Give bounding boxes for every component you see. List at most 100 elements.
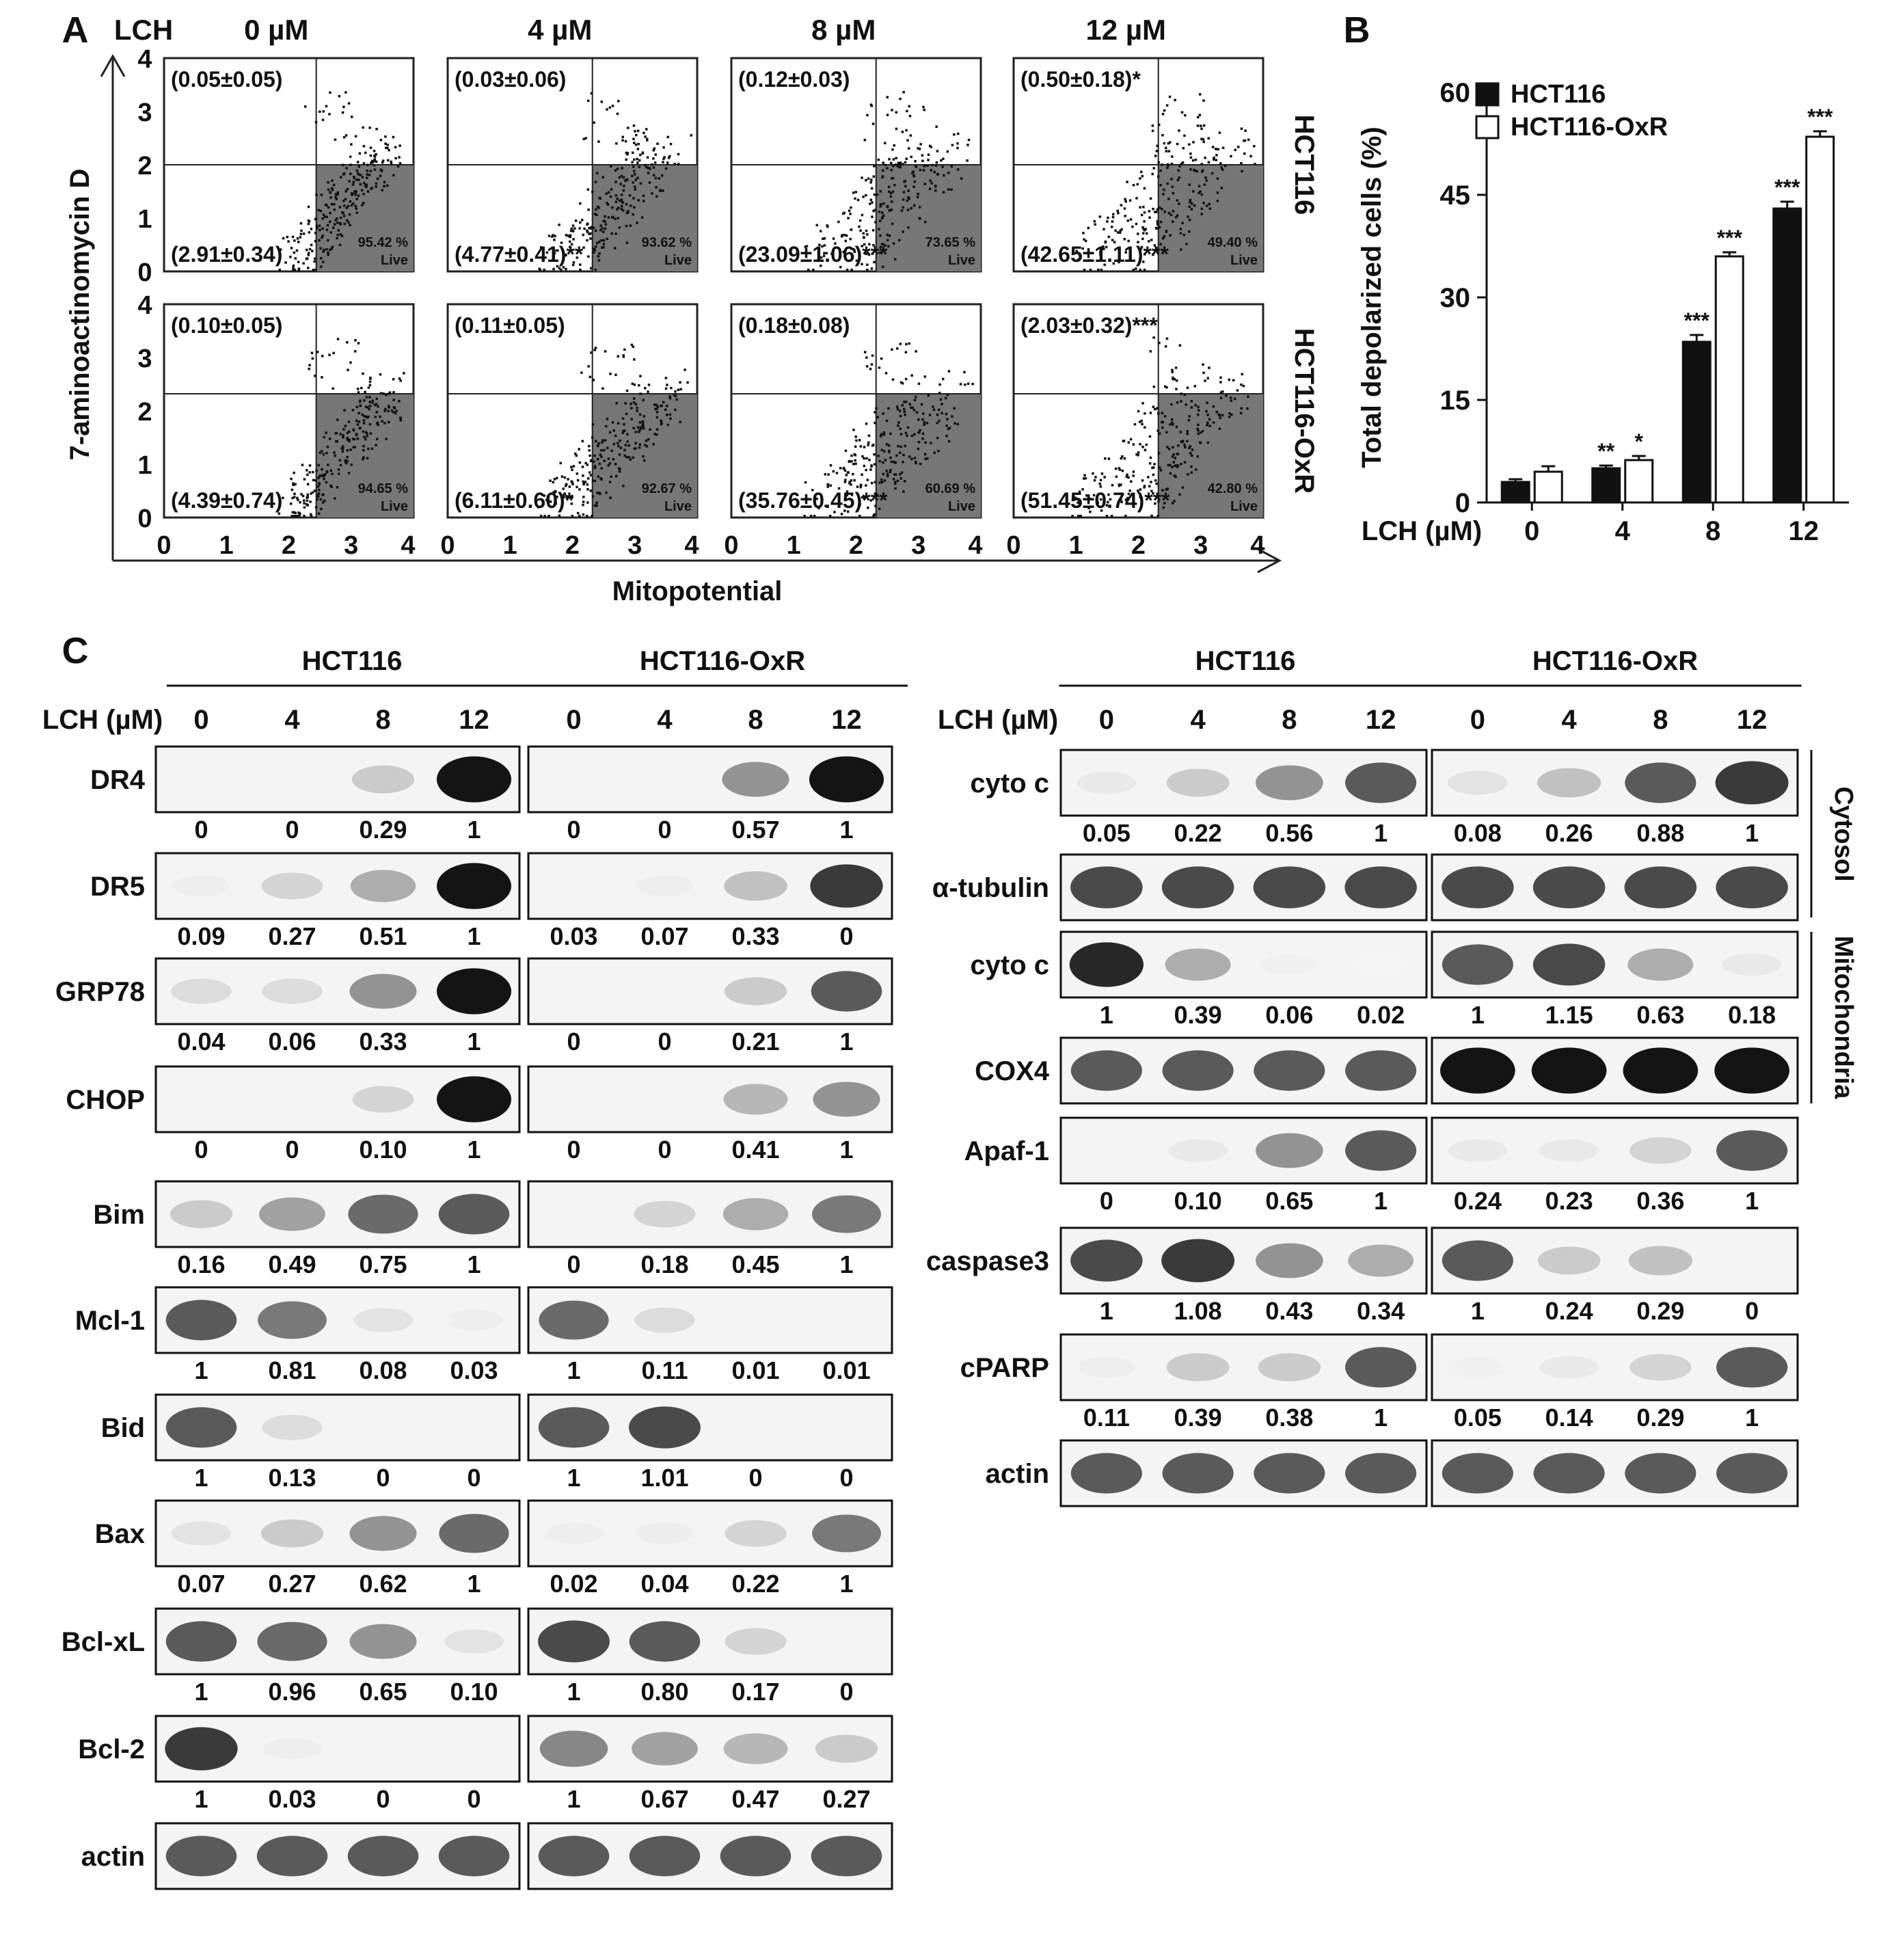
band — [1070, 1050, 1142, 1091]
event-dot — [368, 126, 371, 129]
event-dot — [604, 223, 608, 226]
event-dot — [371, 161, 375, 164]
densitometry-value: 0.02 — [550, 1570, 597, 1598]
event-dot — [1218, 427, 1221, 430]
event-dot — [902, 198, 905, 201]
event-dot — [666, 414, 668, 416]
event-dot — [342, 428, 345, 431]
event-dot — [591, 191, 594, 193]
event-dot — [1185, 403, 1187, 406]
event-dot — [1225, 394, 1228, 397]
event-dot — [645, 439, 648, 442]
event-dot — [310, 243, 313, 246]
event-dot — [869, 499, 872, 502]
event-dot — [1161, 134, 1164, 137]
event-dot — [896, 347, 899, 350]
event-dot — [1240, 384, 1243, 386]
event-dot — [899, 445, 902, 448]
event-dot — [371, 159, 374, 163]
event-dot — [869, 181, 872, 184]
event-dot — [1129, 438, 1133, 441]
event-dot — [601, 227, 604, 230]
event-dot — [1197, 405, 1200, 408]
band — [1352, 954, 1409, 975]
event-dot — [850, 460, 853, 463]
event-dot — [345, 219, 349, 222]
event-dot — [368, 174, 371, 176]
event-dot — [895, 127, 898, 131]
event-dot — [587, 255, 590, 258]
event-dot — [907, 226, 910, 229]
event-dot — [369, 146, 373, 149]
y-tick-label: 2 — [137, 152, 152, 180]
event-dot — [861, 176, 863, 179]
event-dot — [621, 417, 625, 420]
event-dot — [915, 461, 917, 464]
lch-label: LCH — [114, 14, 173, 46]
event-dot — [634, 188, 637, 191]
event-dot — [602, 243, 606, 245]
event-dot — [626, 153, 629, 156]
event-dot — [591, 495, 595, 498]
event-dot — [879, 205, 882, 208]
event-dot — [960, 177, 963, 180]
event-dot — [861, 213, 864, 217]
event-dot — [294, 257, 297, 260]
event-dot — [867, 444, 869, 446]
event-dot — [1221, 168, 1224, 171]
panel-a-label: A — [62, 10, 89, 51]
event-dot — [390, 162, 393, 165]
event-dot — [1156, 227, 1159, 230]
event-dot — [867, 507, 869, 509]
event-dot — [570, 502, 573, 505]
event-dot — [899, 472, 902, 476]
event-dot — [1154, 211, 1156, 213]
event-dot — [1184, 113, 1187, 117]
event-dot — [346, 449, 349, 452]
event-dot — [1192, 190, 1195, 193]
event-dot — [1183, 134, 1186, 137]
event-dot — [917, 418, 920, 421]
event-dot — [880, 357, 883, 360]
event-dot — [1126, 473, 1128, 476]
event-dot — [315, 224, 319, 227]
event-dot — [868, 459, 871, 461]
band — [1442, 944, 1513, 985]
event-dot — [674, 390, 677, 393]
event-dot — [594, 229, 597, 232]
event-dot — [642, 131, 645, 135]
event-dot — [570, 227, 573, 230]
densitometry-value: 1 — [1745, 1404, 1759, 1432]
band — [351, 765, 415, 794]
dose-label: 0 — [1470, 705, 1485, 735]
band — [1537, 1246, 1601, 1275]
event-dot — [1159, 220, 1163, 224]
densitometry-value: 1 — [1374, 1404, 1388, 1432]
event-dot — [311, 250, 314, 252]
event-dot — [848, 460, 850, 463]
event-dot — [379, 139, 383, 142]
event-dot — [1213, 158, 1215, 161]
event-dot — [368, 396, 371, 399]
event-dot — [636, 161, 639, 164]
event-dot — [586, 188, 590, 191]
fraction-label: Mitochondria — [1829, 936, 1858, 1099]
event-dot — [1181, 161, 1185, 164]
flow-plot: (0.12±0.03)(23.09±1.06)*** 73.65 %Live — [730, 57, 982, 273]
event-dot — [385, 146, 388, 149]
band — [347, 1836, 419, 1877]
event-dot — [580, 371, 583, 374]
band — [724, 977, 787, 1006]
event-dot — [939, 398, 943, 401]
event-dot — [354, 193, 357, 196]
event-dot — [935, 125, 938, 129]
event-dot — [311, 491, 314, 494]
densitometry-value: 0 — [194, 816, 208, 844]
event-dot — [868, 243, 871, 245]
band — [811, 1836, 882, 1877]
densitometry-value: 1.08 — [1174, 1297, 1222, 1325]
event-dot — [908, 105, 910, 108]
event-dot — [1215, 154, 1218, 157]
event-dot — [307, 267, 310, 269]
event-dot — [1120, 228, 1123, 231]
